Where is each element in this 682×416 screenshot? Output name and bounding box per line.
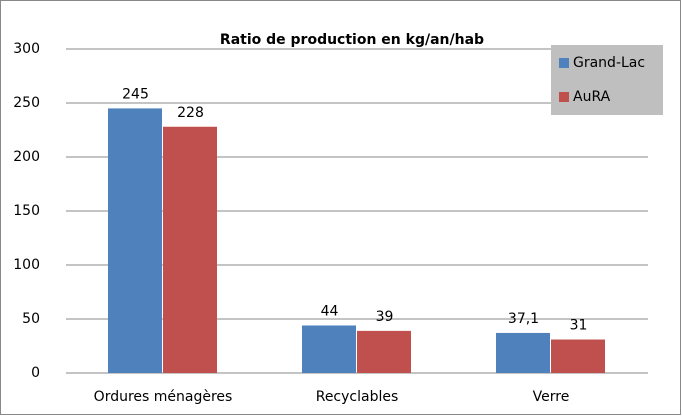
y-tick-label: 100 [13, 257, 40, 273]
bar [302, 325, 356, 373]
y-tick-label: 50 [22, 311, 40, 327]
bar [357, 330, 411, 373]
data-label: 39 [376, 309, 394, 325]
data-label: 245 [122, 86, 149, 102]
y-tick-label: 150 [13, 203, 40, 219]
x-tick-label: Recyclables [316, 389, 399, 405]
y-tick-label: 250 [13, 95, 40, 111]
bar [551, 339, 605, 373]
legend-swatch [559, 92, 569, 102]
bar [496, 332, 550, 373]
legend-label: Grand-Lac [573, 55, 645, 71]
data-label: 44 [321, 303, 339, 319]
legend-label: AuRA [573, 89, 611, 105]
x-tick-label: Ordures ménagères [94, 389, 233, 405]
legend-box [551, 45, 663, 115]
bar [163, 126, 217, 373]
data-label: 228 [177, 105, 204, 121]
data-label: 37,1 [508, 311, 539, 327]
bar [108, 108, 162, 374]
data-label: 31 [570, 318, 588, 334]
y-tick-label: 200 [13, 149, 40, 165]
x-tick-label: Verre [533, 389, 570, 405]
legend-swatch [559, 58, 569, 68]
y-tick-label: 300 [13, 41, 40, 57]
y-tick-label: 0 [31, 365, 40, 381]
chart-title: Ratio de production en kg/an/hab [220, 32, 484, 48]
